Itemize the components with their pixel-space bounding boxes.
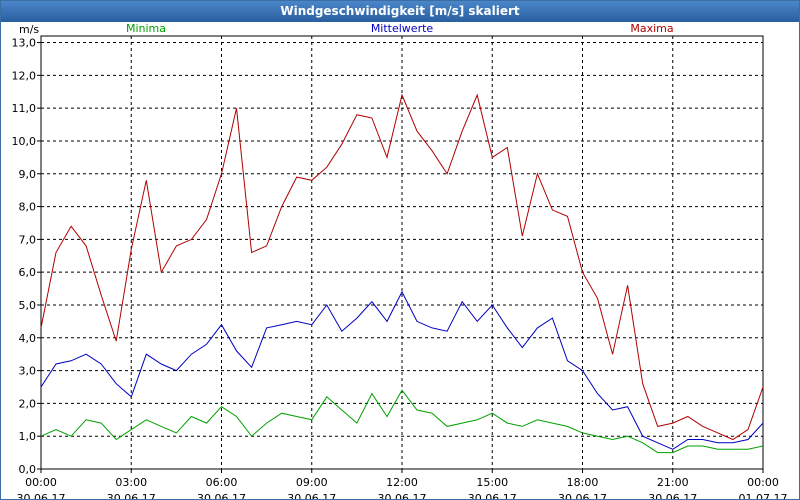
x-tick-date: 30.06.17: [648, 492, 697, 499]
y-tick-label: 6,0: [19, 266, 37, 279]
y-tick-label: 13,0: [12, 37, 37, 50]
x-tick-date: 30.06.17: [287, 492, 336, 499]
y-tick-label: 2,0: [19, 397, 37, 410]
y-axis-label: m/s: [19, 23, 39, 36]
x-tick-time: 21:00: [657, 476, 689, 489]
x-tick-time: 15:00: [476, 476, 508, 489]
x-tick-date: 30.06.17: [197, 492, 246, 499]
x-tick-date: 30.06.17: [558, 492, 607, 499]
x-tick-time: 06:00: [206, 476, 238, 489]
y-tick-label: 1,0: [19, 430, 37, 443]
series-line-mittelwerte: [40, 290, 764, 450]
y-tick-label: 0,0: [19, 463, 37, 476]
y-tick-label: 4,0: [19, 332, 37, 345]
x-tick-time: 09:00: [296, 476, 328, 489]
y-tick-label: 3,0: [19, 365, 37, 378]
y-tick-label: 10,0: [12, 135, 37, 148]
x-tick-date: 30.06.17: [107, 492, 156, 499]
legend-maxima: Maxima: [630, 22, 673, 35]
y-tick-label: 12,0: [12, 69, 37, 82]
chart-title: Windgeschwindigkeit [m/s] skaliert: [1, 1, 799, 22]
wind-speed-chart: 0,0 1,0 2,0 3,0 4,0 5,0 6,0 7,0 8,0 9,0 10,0 11,0 12…: [12, 22, 788, 499]
x-tick-time: 12:00: [386, 476, 418, 489]
x-tick-time: 00:00: [25, 476, 57, 489]
y-tick-label: 11,0: [12, 102, 37, 115]
series-line-minima: [40, 389, 764, 454]
x-tick-time: 03:00: [115, 476, 147, 489]
x-tick-time: 18:00: [567, 476, 599, 489]
y-tick-label: 7,0: [19, 233, 37, 246]
legend-mittelwerte: Mittelwerte: [371, 22, 434, 35]
y-tick-label: 9,0: [19, 168, 37, 181]
y-tick-label: 8,0: [19, 201, 37, 214]
x-tick-date: 01.07.17: [739, 492, 788, 499]
y-tick-label: 5,0: [19, 299, 37, 312]
series-line-maxima: [40, 93, 764, 441]
x-tick-date: 30.06.17: [17, 492, 66, 499]
x-tick-date: 30.06.17: [468, 492, 517, 499]
x-tick-date: 30.06.17: [378, 492, 427, 499]
x-tick-time: 00:00: [747, 476, 779, 489]
legend-minima: Minima: [126, 22, 166, 35]
